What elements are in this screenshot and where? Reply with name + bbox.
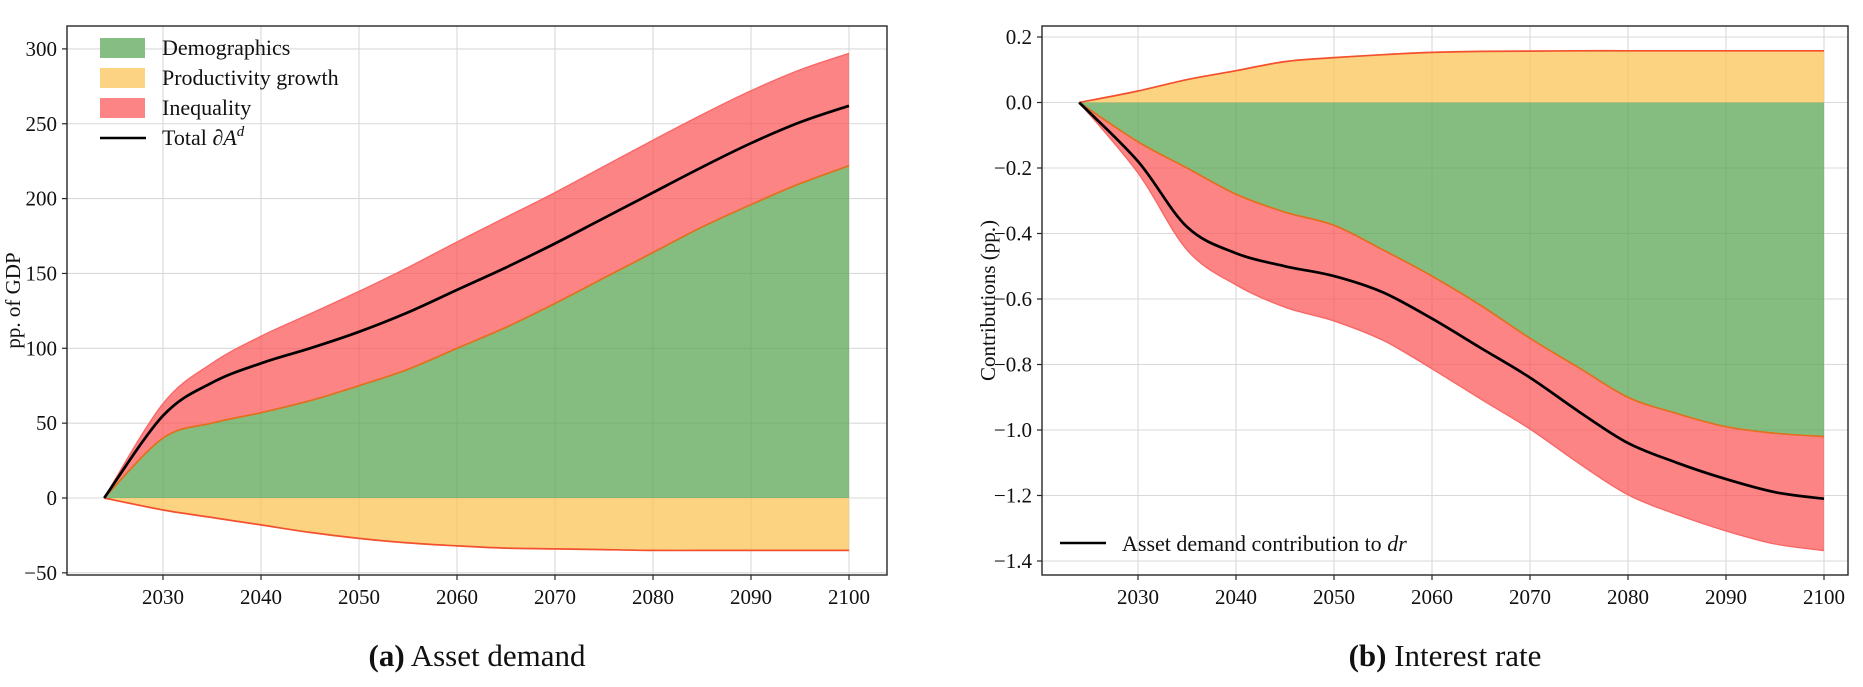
productivity-edge [104,497,849,552]
legend-swatch [100,98,145,118]
y-tick-label: −0.2 [994,156,1032,180]
legend-label: Productivity growth [162,65,339,90]
y-axis-label: pp. of GDP [1,252,25,348]
x-tick-label: 2040 [1215,585,1257,609]
x-tick-label: 2050 [338,585,380,609]
legend-entry: Total ∂Ad [100,124,245,150]
caption-b-tag: (b) [1348,638,1387,673]
demographics-edge [103,164,850,499]
caption-asset-demand: (a) Asset demand [369,638,586,674]
total-line [103,104,850,499]
y-tick-label: 250 [26,112,58,136]
x-tick-label: 2080 [632,585,674,609]
productivity-area [104,498,849,551]
y-tick-label: −50 [24,561,57,585]
demographics-edge [1078,101,1825,438]
caption-a-tag: (a) [368,638,405,673]
x-tick-label: 2090 [730,585,772,609]
legend-entry: Inequality [100,95,251,120]
x-tick-label: 2070 [534,585,576,609]
x-tick-label: 2070 [1509,585,1551,609]
y-tick-label: 200 [26,187,58,211]
y-tick-label: −0.8 [994,353,1032,377]
caption-interest-rate: (b) Interest rate [1349,638,1542,674]
inequality-area [1079,102,1824,551]
x-tick-label: 2090 [1705,585,1747,609]
y-tick-label: −1.2 [994,484,1032,508]
x-tick-label: 2030 [1117,585,1159,609]
caption-b-title: Interest rate [1394,638,1542,673]
legend-label: Total ∂Ad [162,124,245,150]
demographics-area [104,165,849,498]
inequality-area [104,53,849,499]
demographics-area [1079,102,1824,437]
y-tick-label: 100 [26,336,58,360]
x-tick-label: 2030 [142,585,184,609]
legend-swatch [100,68,145,88]
x-tick-label: 2050 [1313,585,1355,609]
productivity-edge [1079,49,1824,104]
caption-a-title: Asset demand [410,638,586,673]
y-tick-label: 300 [26,37,58,61]
y-axis-label: Contributions (pp.) [976,220,1000,381]
x-tick-label: 2100 [828,585,870,609]
legend-entry: Demographics [100,35,290,60]
legend-label: Asset demand contribution to dr [1122,531,1407,556]
legend-entry: Productivity growth [100,65,339,90]
legend-entry: Asset demand contribution to dr [1060,531,1407,556]
y-tick-label: 150 [26,261,58,285]
x-tick-label: 2040 [240,585,282,609]
productivity-area [1079,50,1824,103]
y-tick-label: −1.0 [994,418,1032,442]
y-tick-label: 0.0 [1006,91,1032,115]
y-tick-label: −0.6 [994,287,1032,311]
x-tick-label: 2100 [1803,585,1845,609]
y-tick-label: 0.2 [1006,25,1032,49]
inequality-outer-edge [1078,102,1825,552]
plot-border [66,25,888,576]
x-tick-label: 2080 [1607,585,1649,609]
inequality-outer-edge [103,52,850,499]
legend-swatch [100,38,145,58]
y-tick-label: 0 [47,486,58,510]
legend-label: Inequality [162,95,251,120]
y-tick-label: −0.4 [994,222,1033,246]
asset-demand-chart: −50 0 50 100 150 200 250 300 2030 2040 2050 2060 207… [1,25,888,609]
legend-label: Demographics [162,35,290,60]
y-tick-label: −1.4 [994,549,1033,573]
total-line [1078,101,1825,501]
x-tick-label: 2060 [436,585,478,609]
x-tick-label: 2060 [1411,585,1453,609]
y-tick-label: 50 [36,411,57,435]
interest-rate-chart: 0.2 0.0 −0.2 −0.4 −0.6 −0.8 −1.0 −1.2 −1.4 2030 20… [976,25,1849,609]
plot-border [1041,25,1849,576]
